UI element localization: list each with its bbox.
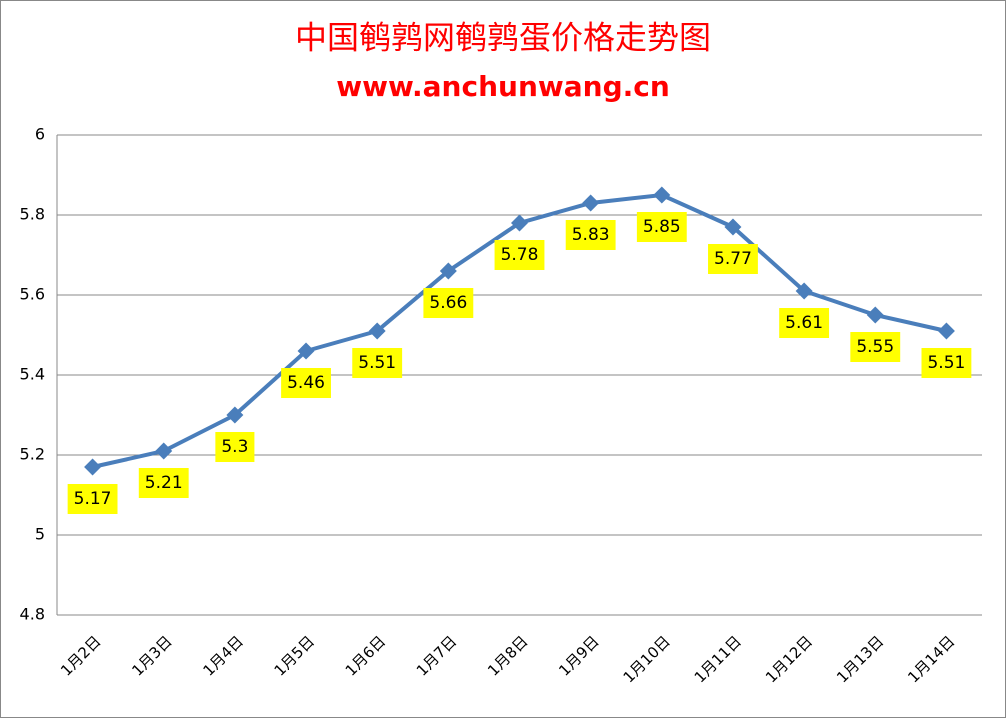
data-label: 5.77 [714,249,752,269]
y-tick-label: 5.2 [20,445,45,464]
point [724,218,742,236]
point [511,214,528,232]
point [582,194,600,212]
point [795,282,813,300]
point [439,262,457,280]
data-label: 5.21 [145,473,183,493]
data-label: 5.83 [572,225,610,245]
data-label: 5.78 [501,245,539,265]
point [155,442,173,460]
data-label-bg [921,348,972,378]
data-label-bg [423,288,474,318]
data-label-bg [215,432,255,462]
data-label-bg [850,332,901,362]
data-label-bg [67,484,118,514]
y-tick-label: 4.8 [20,605,45,624]
data-label: 5.51 [358,353,396,373]
data-label-bg [281,368,331,398]
data-label: 5.46 [287,373,325,393]
chart-title: 中国鹌鹑网鹌鹑蛋价格走势图 [295,19,711,57]
data-label-bg [708,244,758,274]
y-tick-label: 5.4 [20,365,45,384]
point [866,306,884,324]
data-label: 5.51 [927,353,965,373]
point [84,458,102,476]
data-label-bg [636,212,687,242]
chart-subtitle: www.anchunwang.cn [336,70,670,103]
y-tick-label: 5.8 [20,205,45,224]
point [937,322,955,340]
point [368,322,386,340]
y-tick-label: 5.6 [20,285,45,304]
point [226,406,244,424]
data-label-bg [352,348,403,378]
y-tick-label: 5 [35,525,45,544]
data-label: 5.85 [643,217,681,237]
data-label-bg [779,308,830,338]
data-label: 5.66 [429,293,467,313]
data-label: 5.17 [74,489,112,509]
y-tick-label: 6 [35,125,45,144]
data-label: 5.3 [221,437,248,457]
data-label: 5.61 [785,313,823,333]
data-label-bg [565,220,616,250]
point [653,186,671,204]
data-label-bg [494,240,545,270]
data-label: 5.55 [856,337,894,357]
point [297,342,315,360]
data-label-bg [138,468,189,498]
